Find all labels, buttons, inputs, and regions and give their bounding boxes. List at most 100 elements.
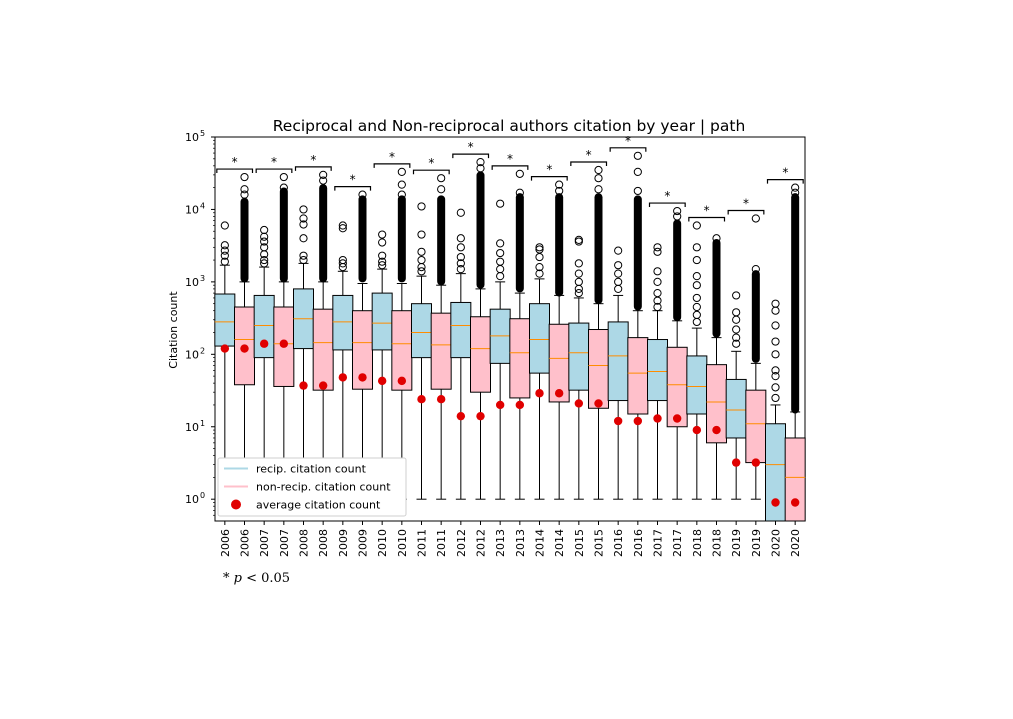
flier — [692, 317, 701, 327]
box — [411, 303, 432, 359]
flier — [260, 237, 269, 246]
flier — [279, 172, 288, 182]
footnote-p: p — [233, 571, 242, 586]
mean-marker — [259, 339, 269, 348]
flier — [496, 199, 505, 208]
flier — [260, 259, 269, 268]
box — [430, 312, 452, 390]
flier — [496, 257, 505, 266]
flier — [791, 188, 800, 197]
y-tick-label: 10 — [185, 493, 199, 506]
flier — [496, 239, 505, 248]
flier — [338, 221, 347, 230]
mean-marker — [692, 425, 702, 435]
x-tick-label: 2008 — [298, 529, 311, 557]
mean-marker — [712, 425, 721, 435]
flier — [653, 267, 662, 276]
flier-cluster — [791, 193, 800, 414]
flier — [417, 247, 426, 256]
significance-bracket — [334, 186, 372, 191]
mean-marker — [358, 373, 367, 382]
mean-marker — [318, 381, 328, 390]
flier — [614, 269, 623, 278]
flier — [751, 265, 760, 274]
flier — [319, 176, 328, 185]
flier — [751, 214, 760, 223]
flier — [299, 255, 308, 265]
flier — [456, 208, 465, 217]
flier — [260, 232, 269, 241]
flier — [574, 284, 583, 293]
mean-marker — [240, 344, 249, 353]
flier — [397, 190, 406, 199]
flier — [417, 267, 426, 276]
flier — [456, 259, 465, 268]
chart-title: Reciprocal and Non-reciprocal authors ci… — [273, 117, 746, 135]
significance-star: * — [310, 153, 316, 167]
mean-marker — [338, 373, 348, 382]
significance-bracket — [727, 209, 765, 215]
flier — [456, 234, 465, 243]
mean-marker — [653, 414, 662, 423]
flier — [437, 174, 446, 183]
significance-star: * — [271, 155, 277, 169]
footnote-star: * — [223, 571, 230, 586]
flier — [378, 238, 387, 247]
y-axis-label: Citation count — [167, 291, 180, 369]
significance-star: * — [664, 189, 670, 203]
flier — [771, 337, 780, 346]
flier — [417, 255, 426, 265]
flier-cluster — [555, 193, 564, 297]
flier-cluster — [476, 171, 485, 289]
flier — [771, 393, 780, 403]
significance-star: * — [468, 140, 474, 154]
flier — [397, 180, 406, 189]
mean-marker — [436, 395, 446, 404]
box — [312, 308, 334, 391]
box — [568, 322, 590, 391]
mean-marker — [417, 395, 426, 404]
flier — [732, 291, 741, 300]
significance-bracket — [570, 161, 608, 167]
flier — [417, 202, 426, 211]
x-tick-label: 2013 — [494, 529, 507, 557]
significance-star: * — [389, 150, 395, 164]
y-tick-exponent: 1 — [200, 419, 205, 428]
box — [607, 321, 629, 402]
flier-cluster — [751, 270, 760, 363]
flier — [456, 265, 465, 274]
legend-frame — [217, 457, 407, 517]
x-tick-label: 2009 — [337, 529, 350, 557]
x-tick-label: 2010 — [396, 529, 409, 557]
mean-marker — [279, 339, 289, 348]
significance-star: * — [704, 204, 710, 218]
y-tick-label: 10 — [185, 276, 199, 289]
x-tick-label: 2018 — [711, 529, 724, 557]
flier — [338, 255, 347, 265]
box — [745, 389, 767, 464]
footnote-rest: < 0.05 — [241, 571, 291, 586]
flier — [574, 288, 583, 298]
box — [529, 303, 550, 374]
flier — [574, 269, 583, 278]
flier — [574, 237, 583, 246]
flier-cluster — [712, 238, 721, 338]
box — [371, 292, 393, 351]
box — [214, 293, 236, 347]
flier — [692, 302, 701, 312]
significance-star: * — [586, 148, 592, 162]
flier — [260, 243, 269, 252]
flier — [555, 180, 564, 189]
flier — [653, 247, 662, 256]
flier — [260, 225, 269, 235]
flier-cluster — [437, 195, 446, 286]
box — [450, 301, 472, 359]
flier — [299, 220, 308, 229]
flier — [594, 165, 603, 175]
flier — [220, 221, 229, 230]
x-tick-label: 2014 — [534, 529, 547, 557]
mean-marker — [613, 416, 623, 426]
flier — [240, 185, 249, 194]
flier — [614, 246, 623, 255]
flier — [594, 174, 603, 183]
